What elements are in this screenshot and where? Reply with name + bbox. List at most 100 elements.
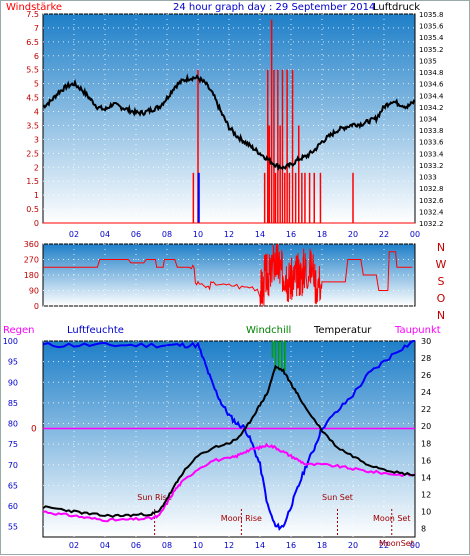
wind-tick-label: 7.5: [26, 10, 39, 19]
wind-tick-label: 2: [34, 163, 39, 172]
x-tick-label: 12: [224, 230, 234, 239]
rain-axis-label: Regen: [3, 325, 35, 336]
pressure-tick-label: 1032.4: [419, 208, 444, 216]
x-tick-label: 10: [193, 230, 203, 239]
pressure-tick-label: 1035: [419, 57, 437, 65]
pressure-wind-x-axis: 02 04 06 08 10 12 14 16 18 20 22 00: [69, 230, 420, 239]
pressure-tick-label: 1033.2: [419, 162, 444, 170]
x-tick-label: 02: [69, 541, 79, 550]
temperature-tick-label: 8: [421, 524, 426, 533]
sun-moon-annotation: Sun Rise: [137, 493, 172, 502]
compass-label: N: [437, 241, 445, 254]
windchill-series: [271, 341, 286, 371]
humidity-tick-label: 60: [8, 502, 18, 511]
x-tick-label: 08: [162, 541, 172, 550]
x-tick-label: 02: [69, 230, 79, 239]
x-tick-label: 22: [379, 230, 389, 239]
wind-axis-label: Windstärke: [6, 2, 62, 13]
sun-moon-annotation: Moon Set: [373, 514, 410, 523]
wind-tick-label: 7: [34, 24, 39, 33]
x-tick-label: 04: [100, 230, 110, 239]
dewpoint-series-line: [42, 442, 416, 523]
x-tick-label: 14: [255, 230, 265, 239]
pressure-series-line: [42, 73, 416, 172]
humidity-tick-label: 90: [8, 378, 18, 387]
pressure-tick-label: 1032.2: [419, 220, 444, 228]
temperature-tick-label: 14: [421, 473, 431, 482]
temperature-tick-label: 12: [421, 490, 431, 499]
wind-tick-label: 4: [34, 108, 39, 117]
temperature-tick-label: 10: [421, 507, 431, 516]
windchill-legend-label: Windchill: [246, 325, 291, 336]
direction-tick-label: 90: [29, 287, 39, 296]
temperature-tick-label: 22: [421, 405, 431, 414]
x-tick-label: 06: [131, 230, 141, 239]
x-tick-label: 18: [317, 230, 327, 239]
humidity-series-line: [42, 340, 416, 531]
pressure-tick-label: 1034.2: [419, 104, 444, 112]
humidity-tick-label: 75: [8, 440, 18, 449]
wind-y-axis: 0 0.5 1 1.5 2 2.5 3 3.5 4 4.5 5 5.5 6 6.5 7 7.5: [26, 10, 39, 228]
sun-moon-annotation: Sun Set: [322, 493, 353, 502]
temperature-series-line: [42, 364, 416, 518]
humidity-tick-label: 80: [8, 420, 18, 429]
wind-tick-label: 5: [34, 80, 39, 89]
temperature-tick-label: 30: [421, 337, 431, 346]
wind-tick-label: 3.5: [26, 121, 39, 130]
x-tick-label: 06: [131, 541, 141, 550]
x-tick-label: 18: [317, 541, 327, 550]
x-tick-label: 20: [348, 230, 358, 239]
pressure-tick-label: 1035.6: [419, 23, 444, 31]
x-tick-label: 00: [410, 541, 420, 550]
temperature-tick-label: 16: [421, 456, 431, 465]
temperature-legend-label: Temperatur: [313, 325, 372, 336]
wind-tick-label: 3: [34, 135, 39, 144]
temperature-y-axis: 8 10 12 14 16 18 20 22 24 26 28 30: [421, 337, 431, 533]
pressure-tick-label: 1034.4: [419, 92, 444, 100]
compass-label: S: [438, 275, 445, 288]
graph-title: 24 hour graph day : 29 September 2014: [173, 2, 375, 13]
wind-tick-label: 2.5: [26, 149, 39, 158]
x-tick-label: 16: [286, 230, 296, 239]
direction-tick-label: 360: [24, 240, 39, 249]
temperature-tick-label: 28: [421, 354, 431, 363]
temp-humidity-x-axis: 02 04 06 08 10 12 14 16 18 20 22 00: [69, 541, 420, 550]
humidity-tick-label: 85: [8, 399, 18, 408]
humidity-tick-label: 100: [3, 337, 18, 346]
pressure-axis-label: Luftdruck: [373, 2, 420, 13]
wind-tick-label: 6.5: [26, 38, 39, 47]
pressure-tick-label: 1035.4: [419, 34, 444, 42]
compass-label: O: [437, 292, 446, 305]
pressure-tick-label: 1032.8: [419, 185, 444, 193]
compass-label: N: [437, 309, 445, 322]
humidity-tick-label: 70: [8, 461, 18, 470]
pressure-tick-label: 1033.4: [419, 150, 444, 158]
temperature-tick-label: 24: [421, 388, 431, 397]
temperature-tick-label: 18: [421, 439, 431, 448]
pressure-tick-label: 1034: [419, 116, 437, 124]
wind-tick-label: 6: [34, 52, 39, 61]
temp-humidity-plot-area: [42, 340, 416, 538]
humidity-tick-label: 65: [8, 481, 18, 490]
wind-tick-label: 0: [34, 219, 39, 228]
pressure-tick-label: 1035.8: [419, 11, 444, 19]
direction-tick-label: 180: [24, 271, 39, 280]
temp-humidity-panel: Regen Luftfeuchte Windchill Temperatur T…: [3, 325, 441, 550]
sun-moon-annotation: MoonSet: [379, 539, 414, 548]
sun-moon-annotation: Moon Rise: [221, 514, 262, 523]
temperature-tick-label: 26: [421, 371, 431, 380]
x-tick-label: 12: [224, 541, 234, 550]
x-tick-label: 14: [255, 541, 265, 550]
pressure-wind-panel: Windstärke 24 hour graph day : 29 Septem…: [6, 2, 444, 239]
humidity-axis-label: Luftfeuchte: [67, 325, 124, 336]
x-tick-label: 20: [348, 541, 358, 550]
wind-direction-left-axis: 0 90 180 270 360: [24, 240, 39, 311]
temperature-tick-label: 20: [421, 422, 431, 431]
pressure-tick-label: 1032.6: [419, 197, 444, 205]
pressure-tick-label: 1034.6: [419, 81, 444, 89]
pressure-tick-label: 1033.8: [419, 127, 444, 135]
x-tick-label: 00: [410, 230, 420, 239]
direction-tick-label: 0: [34, 302, 39, 311]
